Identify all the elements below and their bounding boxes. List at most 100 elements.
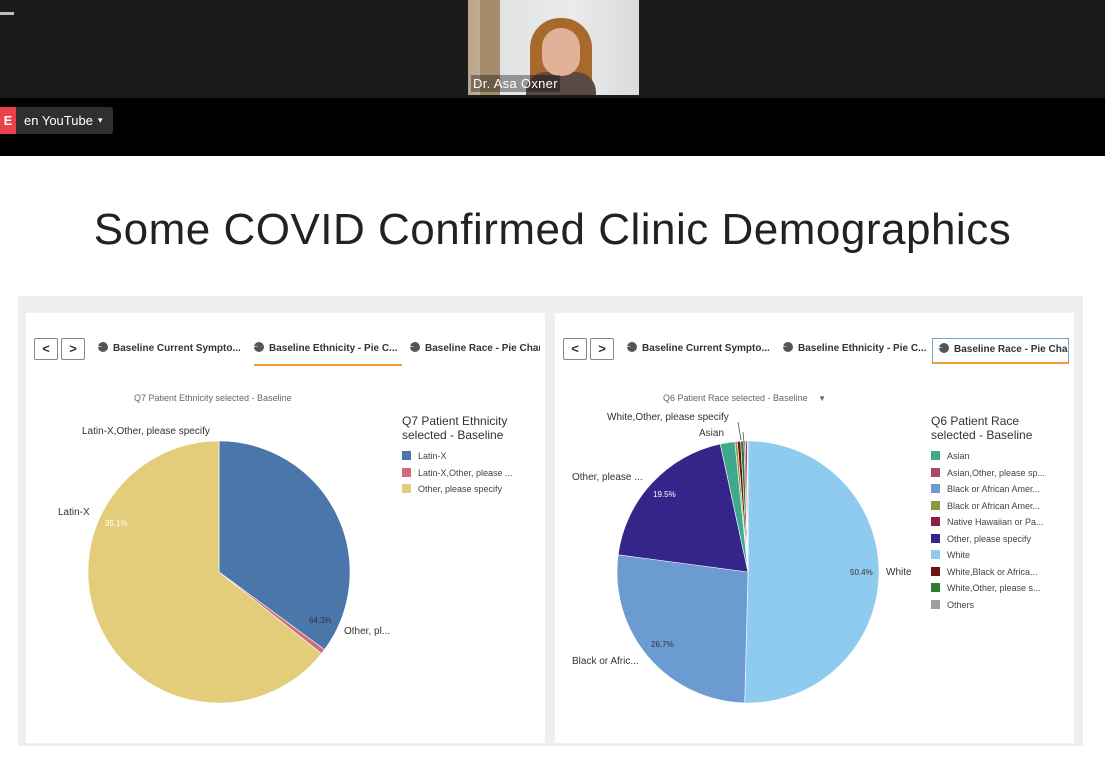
legend-title: Q6 Patient Race selected - Baseline — [931, 414, 1032, 442]
legend-swatch — [931, 583, 940, 592]
pie-value-label: 26.7% — [651, 640, 674, 649]
participant-body — [526, 72, 596, 95]
legend-item[interactable]: Black or African Amer... — [931, 484, 1040, 494]
legend-item[interactable]: Asian,Other, please sp... — [931, 467, 1046, 478]
legend-swatch — [931, 550, 940, 559]
pie-slice-label: Latin-X,Other, please specify — [82, 426, 210, 437]
pie-slice[interactable] — [744, 440, 880, 704]
tab-label: Baseline Ethnicity - Pie C... — [798, 343, 927, 354]
tab-baseline-current-symptoms[interactable]: Baseline Current Sympto... — [627, 338, 773, 364]
race-pie-chart[interactable] — [555, 380, 1105, 720]
pie-slice[interactable] — [218, 440, 351, 651]
legend-label: Native Hawaiian or Pa... — [947, 517, 1044, 527]
legend-item[interactable]: Black or African Amer... — [931, 500, 1041, 511]
legend-label: Other, please specify — [418, 484, 503, 494]
pie-slice-label: Latin-X — [58, 507, 90, 518]
pie-slice-label: Black or Afric... — [572, 656, 639, 667]
legend-swatch — [931, 484, 940, 493]
legend-label: White,Other, please s... — [947, 583, 1041, 593]
legend-item[interactable]: Latin-X,Other, please ... — [402, 467, 513, 478]
legend-item[interactable]: White,Other, please s... — [931, 583, 1041, 593]
legend-swatch — [402, 451, 411, 460]
legend-item[interactable]: Other, please specify — [931, 533, 1032, 544]
live-stream-bar — [0, 98, 1105, 156]
tab-label: Baseline Current Sympto... — [642, 343, 770, 354]
participant-face — [542, 28, 580, 76]
pie-slice[interactable] — [616, 554, 749, 704]
next-button[interactable]: > — [61, 338, 85, 360]
legend-item[interactable]: Latin-X — [402, 451, 447, 461]
pie-slice[interactable] — [87, 440, 322, 704]
pie-chart-icon — [783, 342, 793, 352]
chart-title[interactable]: Q6 Patient Race selected - Baseline ▼ — [663, 393, 826, 403]
chart-title-text: Q6 Patient Race selected - Baseline — [663, 393, 808, 403]
legend-label: Black or African Amer... — [947, 484, 1041, 494]
pie-slice-label: Asian — [699, 428, 725, 439]
tab-baseline-current-symptoms[interactable]: Baseline Current Sympto... — [98, 338, 244, 364]
legend-label: White — [947, 550, 971, 560]
legend-item[interactable]: White — [931, 550, 970, 560]
next-button[interactable]: > — [590, 338, 614, 360]
legend-item[interactable]: Native Hawaiian or Pa... — [931, 517, 1044, 527]
live-youtube-label: en YouTube — [24, 113, 93, 128]
legend-swatch — [931, 566, 940, 576]
legend-swatch — [402, 484, 411, 493]
tab-label: Baseline Race - Pie Chart — [954, 344, 1069, 355]
pie-chart-icon — [98, 342, 108, 352]
legend-label: White,Black or Africa... — [947, 566, 1038, 577]
legend-item[interactable]: Asian — [931, 451, 970, 461]
legend-swatch — [931, 467, 940, 477]
slide-title: Some COVID Confirmed Clinic Demographics — [93, 205, 1012, 254]
leader-line — [737, 421, 742, 441]
tab-baseline-race[interactable]: Baseline Race - Pie Chart — [410, 338, 540, 364]
tab-baseline-ethnicity[interactable]: Baseline Ethnicity - Pie C... — [254, 338, 402, 366]
participant-name: Dr. Asa Oxner — [471, 75, 560, 92]
legend-swatch — [931, 517, 940, 526]
window-control[interactable] — [0, 12, 14, 15]
tab-label: Baseline Race - Pie Chart — [425, 343, 540, 354]
legend-label: Black or African Amer... — [947, 500, 1041, 511]
legend-swatch — [931, 599, 940, 609]
legend-title-line: selected - Baseline — [402, 428, 504, 442]
pie-slice-label: Other, please ... — [572, 472, 643, 483]
tab-label: Baseline Ethnicity - Pie C... — [269, 343, 398, 354]
pie-chart-icon — [627, 342, 637, 352]
pie-chart-icon — [254, 342, 264, 352]
chart-title: Q7 Patient Ethnicity selected - Baseline — [134, 393, 292, 403]
legend-swatch — [402, 467, 411, 477]
pie-chart-icon — [939, 343, 949, 353]
tab-label: Baseline Current Sympto... — [113, 343, 241, 354]
legend-title-line: selected - Baseline — [931, 428, 1033, 442]
tab-baseline-race[interactable]: Baseline Race - Pie Chart — [932, 338, 1069, 364]
pie-value-label: 35.1% — [105, 519, 128, 528]
prev-button[interactable]: < — [34, 338, 58, 360]
legend-label: Latin-X — [418, 451, 447, 461]
legend-label: Latin-X,Other, please ... — [418, 467, 513, 478]
pie-value-label: 19.5% — [653, 490, 676, 499]
pie-value-label: 64.3% — [309, 616, 332, 625]
legend-item[interactable]: Other, please specify — [402, 484, 502, 494]
legend-title-line: Q7 Patient Ethnicity — [402, 414, 508, 428]
tab-baseline-ethnicity[interactable]: Baseline Ethnicity - Pie C... — [783, 338, 929, 364]
legend-swatch — [931, 451, 940, 460]
pie-slice-label: Other, pl... — [344, 626, 391, 637]
ethnicity-pie-chart[interactable] — [0, 380, 400, 720]
live-youtube-button[interactable]: en YouTube ▾ — [16, 107, 113, 134]
chevron-down-icon[interactable]: ▼ — [818, 394, 827, 403]
pie-slice[interactable] — [617, 443, 749, 573]
pie-value-label: 50.4% — [850, 568, 873, 577]
legend-label: Asian — [947, 451, 970, 461]
legend-label: Other, please specify — [947, 533, 1032, 544]
live-badge[interactable]: E — [0, 107, 16, 134]
leader-line — [742, 431, 745, 443]
prev-button[interactable]: < — [563, 338, 587, 360]
legend-item[interactable]: Others — [931, 599, 974, 610]
legend-item[interactable]: White,Black or Africa... — [931, 566, 1038, 577]
pie-slice[interactable] — [746, 440, 749, 573]
pie-slice-label: White — [886, 567, 912, 578]
legend-label: Asian,Other, please sp... — [947, 467, 1046, 478]
legend-swatch — [931, 500, 940, 510]
participant-video-tile[interactable]: Dr. Asa Oxner — [468, 0, 639, 95]
video-door — [480, 0, 500, 95]
chevron-down-icon: ▾ — [98, 115, 103, 125]
